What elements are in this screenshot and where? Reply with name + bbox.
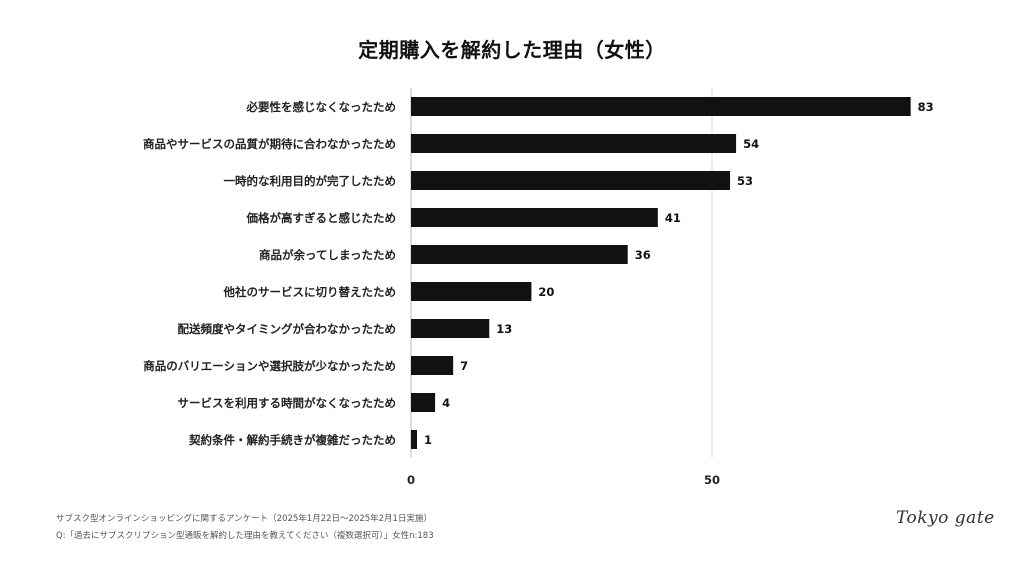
bar-5 [411,245,628,264]
category-label: サービスを利用する時間がなくなったため [178,396,397,410]
bar-3 [411,171,731,190]
category-label: 他社のサービスに切り替えたため [223,285,397,299]
category-label: 商品のバリエーションや選択肢が少なかったため [143,359,396,373]
x-tick-label: 50 [704,473,720,487]
bar-value-label: 20 [538,285,554,299]
bar-value-label: 7 [460,359,468,373]
survey-source-note: サブスク型オンラインショッピングに関するアンケート（2025年1月22日〜202… [56,514,432,524]
bar-value-label: 53 [737,174,753,188]
category-label: 商品やサービスの品質が期待に合わなかったため [143,137,396,151]
bar-2 [411,134,737,153]
category-label: 価格が高すぎると感じたため [246,211,397,225]
bar-4 [411,208,658,227]
chart-title: 定期購入を解約した理由（女性） [358,38,666,62]
bar-10 [411,430,418,449]
bar-value-label: 4 [442,396,450,410]
category-label: 商品が余ってしまったため [259,248,396,262]
category-label: 一時的な利用目的が完了したため [224,174,397,188]
category-label: 必要性を感じなくなったため [246,100,397,114]
bar-value-label: 54 [743,137,759,151]
bar-7 [411,319,490,338]
category-label: 契約条件・解約手続きが複雑だったため [188,433,396,447]
bar-1 [411,97,911,116]
bar-6 [411,282,532,301]
bar-9 [411,393,436,412]
bar-value-label: 83 [918,100,934,114]
x-tick-label: 0 [407,473,415,487]
bar-value-label: 13 [496,322,512,336]
bar-value-label: 1 [424,433,432,447]
bar-8 [411,356,454,375]
survey-question-note: Q:「過去にサブスクリプション型通販を解約した理由を教えてください（複数選択可）… [56,531,434,541]
category-label: 配送頻度やタイミングが合わなかったため [178,322,397,336]
bar-value-label: 36 [635,248,651,262]
brand-logo: Tokyo gate [896,508,995,528]
bar-value-label: 41 [665,211,681,225]
